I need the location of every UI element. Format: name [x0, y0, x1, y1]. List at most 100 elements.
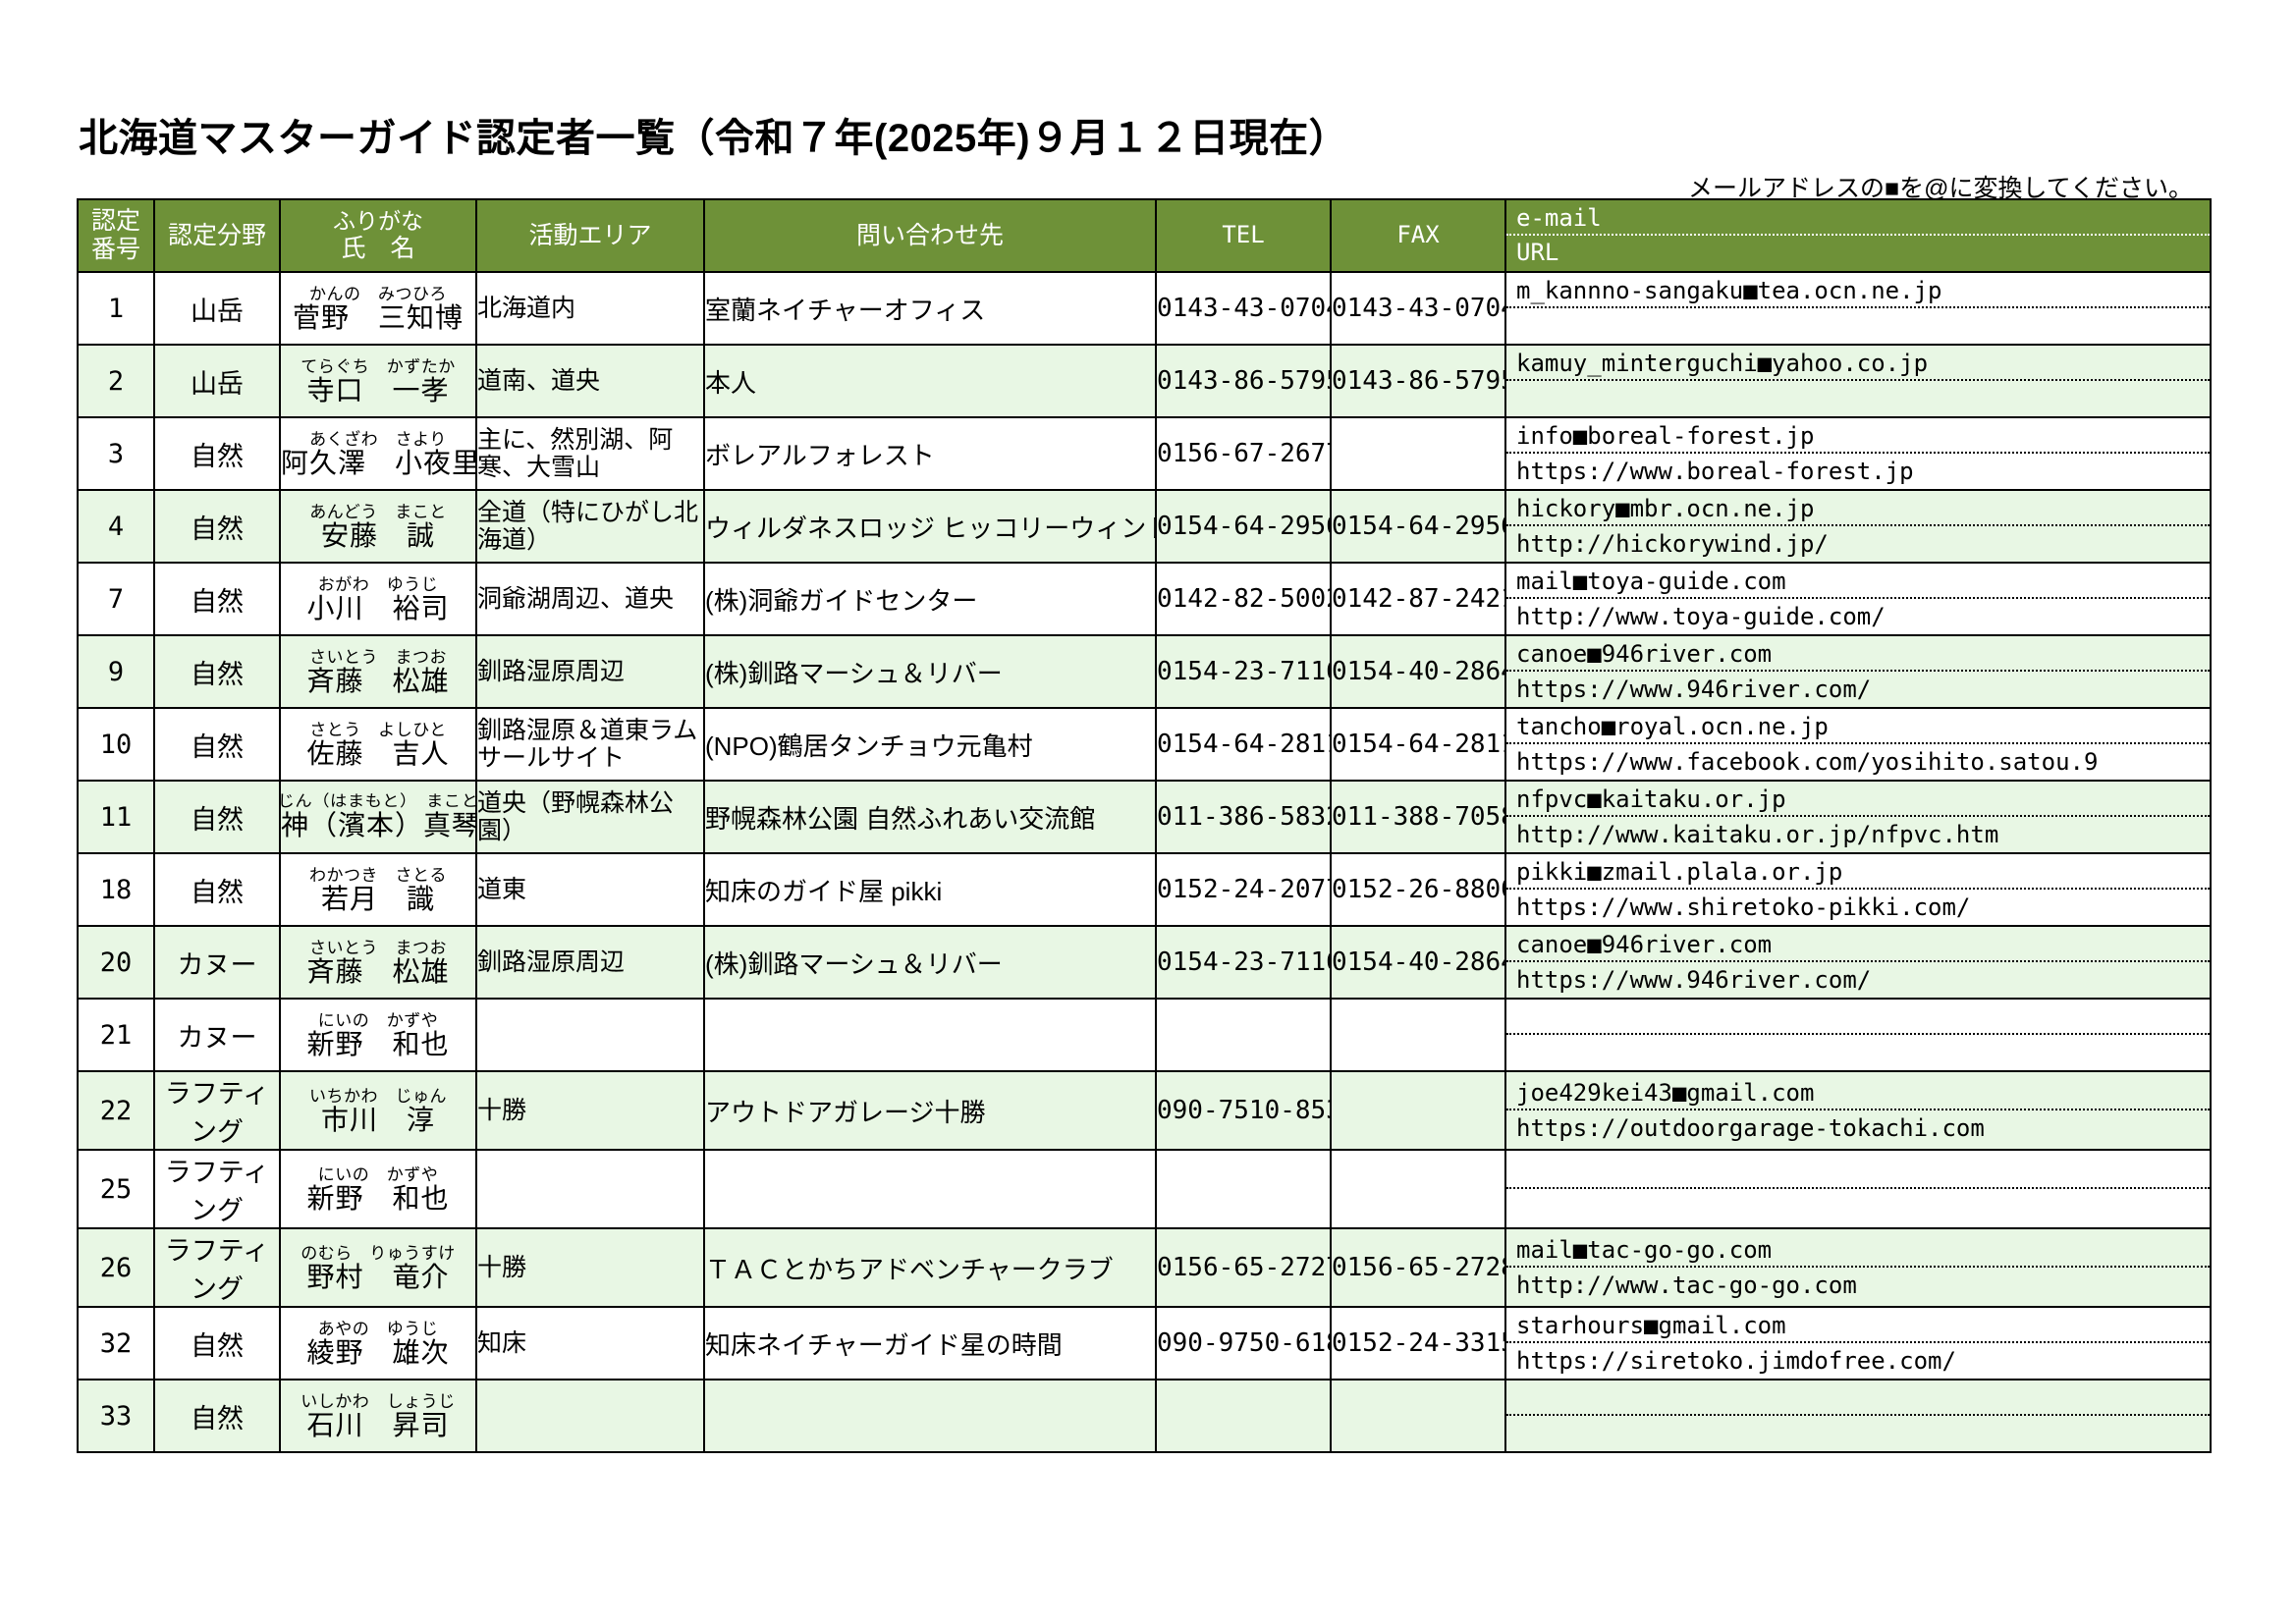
- name-furigana: にいの かずや: [317, 1164, 439, 1184]
- cell-field: 自然: [153, 489, 281, 564]
- cell-cert-number: 10: [77, 707, 155, 782]
- name-furigana: いちかわ じゅん: [309, 1086, 447, 1106]
- cell-email-url: [1504, 1149, 2212, 1229]
- cell-area: 釧路湿原周辺: [475, 634, 705, 709]
- email-conversion-note: メールアドレスの■を@に変換してください。: [1688, 175, 2193, 202]
- cell-contact: 野幌森林公園 自然ふれあい交流館: [703, 780, 1157, 854]
- cell-cert-number: 2: [77, 344, 155, 418]
- name-kanji: 神（濱本）真琴: [281, 810, 476, 840]
- cell-email-url: mail■tac-go-go.com http://www.tac-go-go.c…: [1504, 1227, 2212, 1308]
- cell-fax: 011-388-7058: [1330, 780, 1506, 854]
- cell-cert-number: 9: [77, 634, 155, 709]
- name-furigana: さとう よしひと: [309, 720, 447, 739]
- name-kanji: 市川 淳: [320, 1104, 435, 1135]
- cell-tel: 0156-65-2727: [1155, 1227, 1332, 1308]
- cell-url: [1507, 381, 2209, 415]
- cell-fax: 0142-87-2421: [1330, 562, 1506, 636]
- cell-tel: 011-386-5832: [1155, 780, 1332, 854]
- cell-url: [1507, 1189, 2209, 1224]
- cell-contact: ウィルダネスロッジ ヒッコリーウィンド: [703, 489, 1157, 564]
- cell-url[interactable]: https://www.946river.com/: [1516, 966, 1872, 994]
- cell-name: おがわ ゆうじ 小川 裕司: [279, 562, 477, 636]
- cell-field: ラフティング: [153, 1227, 281, 1308]
- cell-email-url: nfpvc■kaitaku.or.jp http://www.kaitaku.or…: [1504, 780, 2212, 854]
- cell-area: [475, 1379, 705, 1453]
- cell-area: 道南、道央: [475, 344, 705, 418]
- cell-url: [1507, 1416, 2209, 1450]
- name-kanji: 新野 和也: [306, 1182, 450, 1214]
- cell-tel: 0143-43-0704: [1155, 271, 1332, 346]
- cell-area: 知床: [475, 1306, 705, 1380]
- column-header-cert-number: 認定 番号: [77, 198, 155, 273]
- table-row: 18 自然 わかつき さとる 若月 識道東 知床のガイド屋 pikki 0152-24-2…: [77, 852, 2212, 927]
- cell-url[interactable]: https://www.shiretoko-pikki.com/: [1516, 893, 1971, 921]
- table-row: 4 自然 あんどう まこと 安藤 誠全道（特にひがし北海道） ウィルダネスロッジ ヒッコ…: [77, 489, 2212, 564]
- name-kanji: 若月 識: [320, 883, 435, 914]
- cell-field: 自然: [153, 852, 281, 927]
- cell-tel: 0143-86-5795: [1155, 344, 1332, 418]
- cell-email-url: mail■toya-guide.com http://www.toya-guide…: [1504, 562, 2212, 636]
- cell-field: 自然: [153, 416, 281, 491]
- name-kanji: 寺口 一孝: [306, 374, 450, 406]
- cell-tel: 0154-23-7116: [1155, 925, 1332, 1000]
- cell-tel: [1155, 998, 1332, 1072]
- cell-url[interactable]: https://www.946river.com/: [1516, 676, 1872, 703]
- cell-area: 北海道内: [475, 271, 705, 346]
- cell-field: 山岳: [153, 344, 281, 418]
- cell-url[interactable]: https://siretoko.jimdofree.com/: [1516, 1347, 1956, 1375]
- cell-contact: 本人: [703, 344, 1157, 418]
- cell-url[interactable]: https://www.facebook.com/yosihito.satou.…: [1516, 748, 2099, 776]
- cell-url[interactable]: https://www.boreal-forest.jp: [1516, 458, 1914, 485]
- cert-number-line2: 番号: [90, 236, 140, 263]
- cell-name: てらぐち かずたか 寺口 一孝: [279, 344, 477, 418]
- cell-email-url: hickory■mbr.ocn.ne.jp http://hickorywind.…: [1504, 489, 2212, 564]
- name-furigana: おがわ ゆうじ: [317, 574, 439, 594]
- cell-contact: [703, 998, 1157, 1072]
- cell-contact: アウトドアガレージ十勝: [703, 1070, 1157, 1151]
- name-furigana: てらぐち かずたか: [301, 356, 456, 376]
- cell-cert-number: 11: [77, 780, 155, 854]
- cell-url[interactable]: http://www.kaitaku.or.jp/nfpvc.htm: [1516, 821, 1999, 848]
- cell-url: [1507, 308, 2209, 343]
- cell-url[interactable]: http://www.tac-go-go.com: [1516, 1272, 1857, 1299]
- cell-email: nfpvc■kaitaku.or.jp: [1507, 783, 2209, 817]
- cell-tel: 0154-64-2811: [1155, 707, 1332, 782]
- name-furigana: あんどう まこと: [309, 502, 447, 521]
- cell-cert-number: 33: [77, 1379, 155, 1453]
- column-header-fax: FAX: [1330, 198, 1506, 273]
- cell-contact: (NPO)鶴居タンチョウ元亀村: [703, 707, 1157, 782]
- cell-tel: 0154-64-2956: [1155, 489, 1332, 564]
- cell-name: あんどう まこと 安藤 誠: [279, 489, 477, 564]
- name-furigana: あくざわ さより: [309, 429, 447, 449]
- cell-area: [475, 1149, 705, 1229]
- table-row: 7 自然 おがわ ゆうじ 小川 裕司 洞爺湖周辺、道央 (株)洞爺ガイドセンター 0142-…: [77, 562, 2212, 636]
- cell-area: 道央（野幌森林公園）: [475, 780, 705, 854]
- cell-area: 全道（特にひがし北海道）: [475, 489, 705, 564]
- cell-email: [1507, 1001, 2209, 1035]
- cell-contact: (株)釧路マーシュ＆リバー: [703, 634, 1157, 709]
- cell-email: info■boreal-forest.jp: [1507, 419, 2209, 454]
- cell-cert-number: 3: [77, 416, 155, 491]
- table-header: 認定 番号 認定分野 ふりがな 氏 名 活動エリア 問い合わせ先 TEL FAX…: [77, 198, 2212, 273]
- name-kanji: 斉藤 松雄: [306, 665, 450, 696]
- cell-email: pikki■zmail.plala.or.jp: [1507, 855, 2209, 890]
- cell-url[interactable]: http://www.toya-guide.com/: [1516, 603, 1886, 630]
- cell-area: 十勝: [475, 1227, 705, 1308]
- table-row: 32 自然 あやの ゆうじ 綾野 雄次 知床 知床ネイチャーガイド星の時間 090-9750…: [77, 1306, 2212, 1380]
- cell-url[interactable]: http://hickorywind.jp/: [1516, 530, 1829, 558]
- url-label: URL: [1516, 239, 1559, 266]
- cell-cert-number: 21: [77, 998, 155, 1072]
- cell-url[interactable]: https://outdoorgarage-tokachi.com: [1516, 1114, 1985, 1142]
- name-kanji: 斉藤 松雄: [306, 955, 450, 987]
- table-row: 9 自然 さいとう まつお 斉藤 松雄 釧路湿原周辺 (株)釧路マーシュ＆リバー 0154-…: [77, 634, 2212, 709]
- cell-area: [475, 998, 705, 1072]
- cell-contact: ボレアルフォレスト: [703, 416, 1157, 491]
- cell-contact: [703, 1149, 1157, 1229]
- column-header-email-url: e-mail URL: [1504, 198, 2212, 273]
- cell-email: m_kannno-sangaku■tea.ocn.ne.jp: [1507, 274, 2209, 308]
- cell-name: いしかわ しょうじ 石川 昇司: [279, 1379, 477, 1453]
- cell-area: 釧路湿原＆道東ラムサールサイト: [475, 707, 705, 782]
- table-row: 2 山岳 てらぐち かずたか 寺口 一孝 道南、道央 本人 0143-86-5795 0143…: [77, 344, 2212, 418]
- cell-email: kamuy_minterguchi■yahoo.co.jp: [1507, 347, 2209, 381]
